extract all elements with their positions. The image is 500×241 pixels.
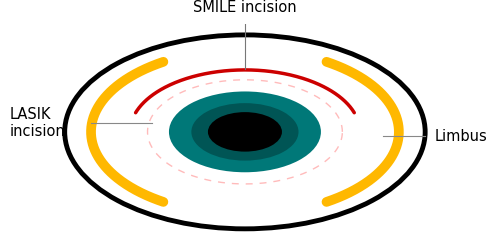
Text: SMILE incision: SMILE incision [193,0,297,15]
Ellipse shape [208,112,282,152]
Ellipse shape [192,103,298,161]
Text: LASIK
incision: LASIK incision [9,107,65,139]
Ellipse shape [169,92,321,172]
Text: Limbus: Limbus [435,129,488,144]
